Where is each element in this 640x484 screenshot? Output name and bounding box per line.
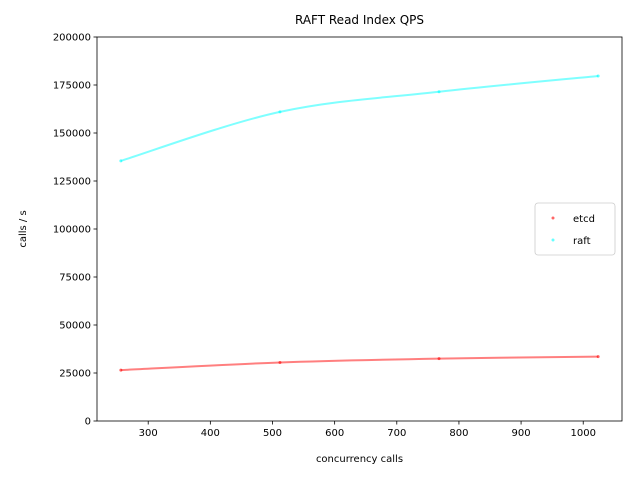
series-line bbox=[120, 355, 599, 372]
y-tick-label: 100000 bbox=[53, 225, 91, 236]
point bbox=[437, 357, 441, 361]
point bbox=[437, 90, 441, 94]
x-tick-label: 1000 bbox=[570, 428, 595, 439]
plot-frame bbox=[96, 36, 623, 422]
x-tick-label: 300 bbox=[139, 428, 158, 439]
legend-label: etcd bbox=[573, 214, 595, 225]
x-tick-label: 700 bbox=[387, 428, 406, 439]
x-tick-label: 600 bbox=[325, 428, 344, 439]
point bbox=[596, 355, 600, 359]
y-tick-label: 0 bbox=[85, 417, 91, 428]
chart-title: RAFT Read Index QPS bbox=[295, 13, 424, 27]
legend-marker bbox=[551, 216, 555, 220]
y-tick-label: 75000 bbox=[59, 273, 91, 284]
x-tick-label: 900 bbox=[512, 428, 531, 439]
y-tick-label: 150000 bbox=[53, 129, 91, 140]
legend-marker bbox=[551, 238, 555, 242]
y-tick-label: 50000 bbox=[59, 321, 91, 332]
x-axis-label: concurrency calls bbox=[316, 454, 403, 465]
y-tick-label: 25000 bbox=[59, 369, 91, 380]
point bbox=[278, 110, 282, 114]
x-tick-label: 500 bbox=[263, 428, 282, 439]
point bbox=[596, 74, 600, 78]
series-line bbox=[120, 74, 599, 162]
x-tick-label: 800 bbox=[449, 428, 468, 439]
x-tick-label: 400 bbox=[201, 428, 220, 439]
y-axis-label: calls / s bbox=[18, 210, 29, 247]
legend-box bbox=[534, 202, 616, 256]
point bbox=[119, 159, 123, 163]
point bbox=[278, 360, 282, 364]
point bbox=[119, 368, 123, 372]
y-tick-label: 200000 bbox=[53, 33, 91, 44]
y-tick-label: 125000 bbox=[53, 177, 91, 188]
y-tick-label: 175000 bbox=[53, 81, 91, 92]
legend-label: raft bbox=[573, 236, 591, 247]
